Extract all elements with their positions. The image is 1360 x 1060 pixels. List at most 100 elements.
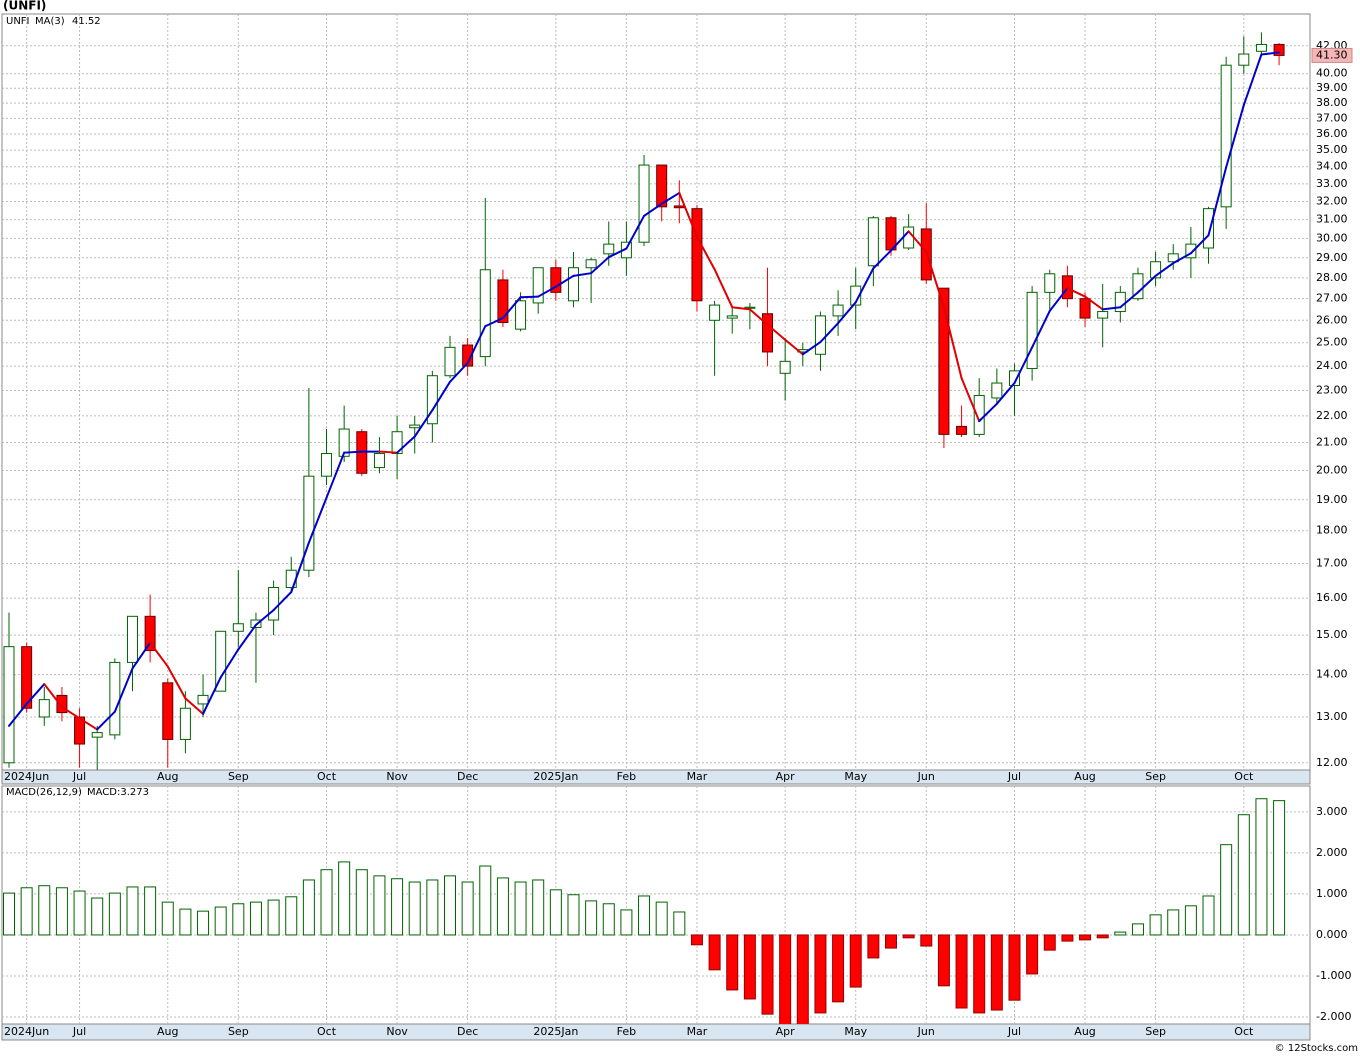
- candle-body: [479, 269, 491, 358]
- bar: [373, 875, 386, 936]
- bar: [585, 900, 598, 936]
- x-tick-label: Aug: [1074, 770, 1095, 783]
- ma-segment: [1136, 274, 1157, 294]
- y-tick-label: 2.000: [1316, 846, 1348, 859]
- x-tick-label: Aug: [157, 770, 178, 783]
- title: (UNFI): [3, 0, 46, 13]
- bar: [902, 934, 915, 939]
- candle-body: [832, 304, 844, 317]
- ma-segment: [643, 202, 663, 217]
- ma-segment: [872, 249, 892, 270]
- bar: [1273, 800, 1286, 936]
- ma-segment: [307, 496, 328, 544]
- bar: [426, 879, 439, 936]
- ma-segment: [1154, 262, 1175, 277]
- bar: [708, 934, 721, 971]
- ma-segment: [1172, 252, 1192, 265]
- candle-body: [585, 259, 597, 269]
- bar: [1114, 931, 1127, 936]
- bar: [285, 896, 298, 936]
- bar: [832, 934, 845, 1003]
- ma-segment: [131, 641, 152, 670]
- candle-body: [373, 453, 385, 469]
- x-tick-label: Sep: [1145, 1025, 1166, 1038]
- y-tick-label: 31.00: [1316, 213, 1348, 226]
- ma-segment: [290, 541, 310, 594]
- y-tick-label: 34.00: [1316, 160, 1348, 173]
- bar: [990, 934, 1003, 1011]
- candle-body: [867, 217, 879, 267]
- bar: [567, 894, 580, 936]
- candle-body: [656, 164, 668, 208]
- candle-body: [197, 694, 209, 705]
- y-tick-label: 0.000: [1316, 928, 1348, 941]
- price-plot: [2, 14, 1310, 770]
- bar: [1008, 934, 1021, 1001]
- y-tick-label: 27.00: [1316, 292, 1348, 305]
- y-tick-label: 24.00: [1316, 359, 1348, 372]
- x-tick-label: Dec: [457, 770, 478, 783]
- x-tick-label: Sep: [228, 770, 249, 783]
- ma-segment: [396, 435, 416, 454]
- ma-segment: [43, 683, 63, 708]
- bar: [690, 934, 703, 946]
- candle-body: [1097, 311, 1109, 319]
- ma-segment: [925, 250, 945, 309]
- ma-segment: [149, 641, 169, 668]
- ma-segment: [713, 268, 734, 309]
- candle-body: [956, 425, 968, 435]
- candle-body: [603, 243, 615, 255]
- ma-segment: [219, 648, 240, 679]
- x-tick-label: Sep: [228, 1025, 249, 1038]
- y-tick-label: 19.00: [1316, 493, 1348, 506]
- x-tick-label: 2025Jan: [533, 1025, 578, 1038]
- bar: [338, 861, 351, 936]
- candle-body: [268, 587, 280, 621]
- y-tick-label: 40.00: [1316, 67, 1348, 80]
- candle-body: [1132, 273, 1144, 300]
- x-tick-label: Apr: [776, 1025, 796, 1038]
- bar: [1220, 844, 1233, 936]
- x-tick-label: Jun: [917, 770, 935, 783]
- bar: [673, 911, 686, 936]
- ma-segment: [519, 295, 540, 299]
- axes: 2024Jun Jul Aug Sep Oct Nov Dec 2025Jan Feb Mar Ap…: [4, 16, 1353, 1038]
- candle-body: [1114, 291, 1126, 313]
- bar: [479, 865, 492, 936]
- ma-segment: [325, 451, 346, 499]
- y-tick-label: 14.00: [1316, 668, 1348, 681]
- bar: [514, 881, 527, 936]
- y-tick-label: 23.00: [1316, 383, 1348, 396]
- x-tick-label: Nov: [386, 1025, 408, 1038]
- y-tick-label: 39.00: [1316, 81, 1348, 94]
- ma-segment: [1084, 295, 1104, 311]
- ma-segment: [501, 296, 522, 320]
- ma-segment: [819, 322, 840, 344]
- y-tick-label: 20.00: [1316, 463, 1348, 476]
- candle-body: [1238, 53, 1250, 66]
- bar: [532, 879, 545, 936]
- x-tick-label: Oct: [317, 770, 337, 783]
- x-tick-label: Jun: [917, 1025, 935, 1038]
- ma-segment: [1031, 309, 1051, 349]
- candle-body: [215, 630, 227, 692]
- ma-segment: [784, 338, 804, 356]
- x-tick-label: May: [844, 770, 867, 783]
- candle-body: [762, 313, 774, 353]
- bar: [3, 892, 15, 936]
- candle-body: [1273, 43, 1285, 56]
- candle-body: [338, 428, 350, 457]
- bar: [761, 934, 774, 1015]
- x-axis-band: [1, 769, 1311, 785]
- x-tick-label: Mar: [687, 770, 708, 783]
- candle-body: [903, 226, 915, 249]
- x-tick-label: Jul: [1007, 1025, 1021, 1038]
- candle-body: [38, 699, 50, 718]
- bar: [320, 869, 333, 936]
- ma-segment: [907, 230, 928, 253]
- candle-body: [638, 164, 650, 243]
- last-price-label: 41.30: [1316, 48, 1348, 61]
- candle-body: [1220, 64, 1232, 208]
